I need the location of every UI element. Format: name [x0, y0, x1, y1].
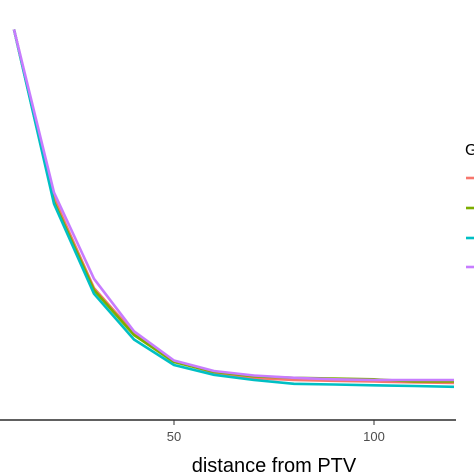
x-tick-label: 50 — [167, 429, 181, 444]
x-axis-title: distance from PTV — [192, 455, 357, 474]
legend: G — [465, 142, 474, 269]
legend-title: G — [465, 142, 474, 159]
series-line-3 — [12, 29, 455, 389]
x-tick-label: 100 — [363, 429, 385, 444]
series-line-1 — [12, 29, 455, 385]
series-line-2 — [12, 29, 454, 383]
x-axis-ticks: 50 100 — [167, 420, 385, 444]
series-lines — [12, 29, 455, 389]
series-line-4 — [12, 29, 454, 382]
